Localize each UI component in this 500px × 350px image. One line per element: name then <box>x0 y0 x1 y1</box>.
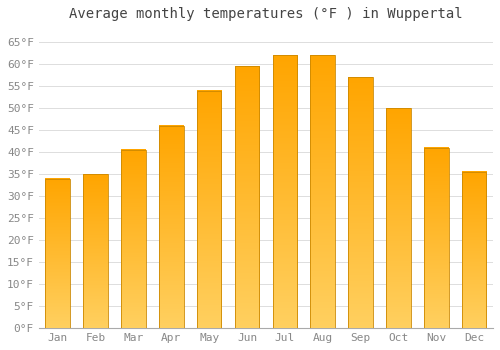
Bar <box>121 150 146 328</box>
Bar <box>310 55 335 328</box>
Bar <box>234 66 260 328</box>
Bar <box>272 55 297 328</box>
Bar <box>159 126 184 328</box>
Bar <box>197 91 222 328</box>
Bar <box>348 77 373 328</box>
Bar <box>424 148 448 328</box>
Title: Average monthly temperatures (°F ) in Wuppertal: Average monthly temperatures (°F ) in Wu… <box>69 7 462 21</box>
Bar <box>386 108 410 328</box>
Bar <box>462 172 486 328</box>
Bar <box>84 174 108 328</box>
Bar <box>46 178 70 328</box>
